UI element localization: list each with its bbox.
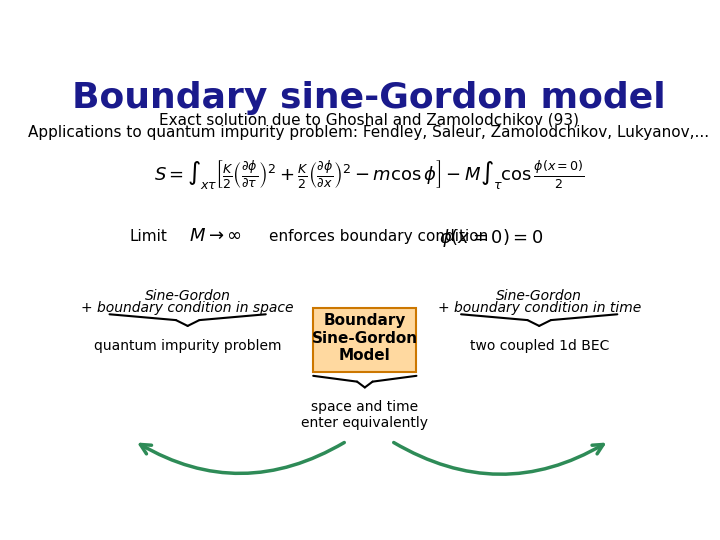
Text: Boundary sine-Gordon model: Boundary sine-Gordon model [72,82,666,116]
Text: space and time
enter equivalently: space and time enter equivalently [301,400,428,430]
Text: Applications to quantum impurity problem: Fendley, Saleur, Zamolodchikov, Lukyan: Applications to quantum impurity problem… [28,125,710,140]
FancyBboxPatch shape [313,308,416,373]
FancyArrowPatch shape [140,442,344,474]
Text: Boundary
Sine-Gordon
Model: Boundary Sine-Gordon Model [312,313,418,363]
Text: Exact solution due to Ghoshal and Zamolodchikov (93): Exact solution due to Ghoshal and Zamolo… [159,113,579,127]
Text: Limit: Limit [129,229,167,244]
Text: quantum impurity problem: quantum impurity problem [94,339,282,353]
Text: $S = \int_{x\tau} \left[ \frac{K}{2}\left(\frac{\partial\phi}{\partial\tau}\righ: $S = \int_{x\tau} \left[ \frac{K}{2}\lef… [153,158,585,192]
Text: Sine-Gordon: Sine-Gordon [145,288,230,302]
Text: two coupled 1d BEC: two coupled 1d BEC [469,339,609,353]
Text: $\phi\left(x=0\right) = 0$: $\phi\left(x=0\right) = 0$ [438,227,543,249]
Text: Sine-Gordon: Sine-Gordon [496,288,582,302]
FancyArrowPatch shape [394,442,603,474]
Text: + boundary condition in space: + boundary condition in space [81,301,294,315]
Text: + boundary condition in time: + boundary condition in time [438,301,641,315]
Text: $M \rightarrow \infty$: $M \rightarrow \infty$ [189,227,242,245]
Text: enforces boundary condition: enforces boundary condition [269,229,488,244]
